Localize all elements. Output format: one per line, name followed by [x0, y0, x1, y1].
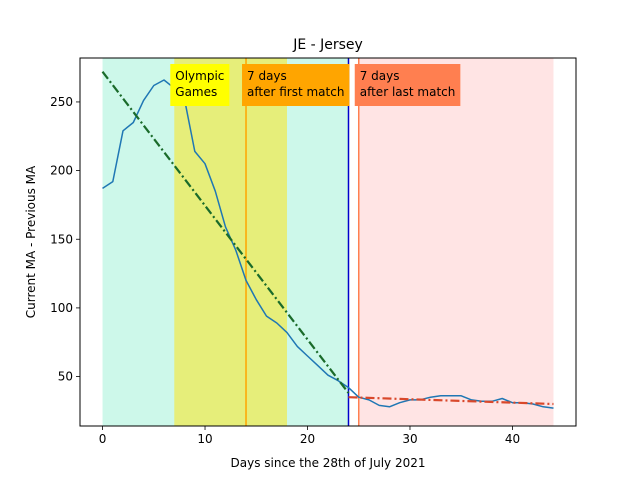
- annotation-box-2: [354, 64, 461, 106]
- annotation-text-2-0: 7 days: [360, 69, 400, 83]
- event-lines: [245, 58, 360, 426]
- annotation-text-0-0: Olympic: [175, 69, 224, 83]
- y-axis-ticks: 50 100 150 200 250: [50, 95, 80, 384]
- x-tick-label-20: 20: [300, 432, 315, 446]
- annotation-text-2-1: after last match: [360, 85, 456, 99]
- x-tick-label-0: 0: [99, 432, 107, 446]
- annotation-box-1: [242, 64, 350, 106]
- annotation-text-1-1: after first match: [247, 85, 344, 99]
- y-tick-label-250: 250: [50, 95, 73, 109]
- y-tick-label-100: 100: [50, 301, 73, 315]
- chart-title: JE - Jersey: [292, 37, 363, 53]
- annotation-0: Olympic Games: [170, 64, 230, 106]
- y-axis-label: Current MA - Previous MA: [24, 165, 38, 318]
- background-bands: [102, 58, 554, 426]
- x-axis-label: Days since the 28th of July 2021: [231, 456, 426, 470]
- annotation-box-0: [170, 64, 230, 106]
- annotation-text-1-0: 7 days: [247, 69, 287, 83]
- x-tick-label-10: 10: [197, 432, 212, 446]
- plot-frame: [79, 57, 577, 427]
- band-1: [174, 58, 288, 426]
- x-axis-ticks: 0 10 20 30 40: [99, 426, 520, 446]
- annotation-1: 7 days after first match: [242, 64, 350, 106]
- y-tick-label-50: 50: [58, 370, 73, 384]
- band-2: [358, 58, 554, 426]
- x-tick-label-30: 30: [402, 432, 417, 446]
- y-tick-label-200: 200: [50, 164, 73, 178]
- trend-lines: [101, 71, 554, 406]
- y-tick-label-150: 150: [50, 232, 73, 246]
- annotation-text-0-1: Games: [175, 85, 217, 99]
- x-tick-label-40: 40: [505, 432, 520, 446]
- trend-line-1: [348, 396, 554, 406]
- annotation-2: 7 days after last match: [354, 64, 461, 106]
